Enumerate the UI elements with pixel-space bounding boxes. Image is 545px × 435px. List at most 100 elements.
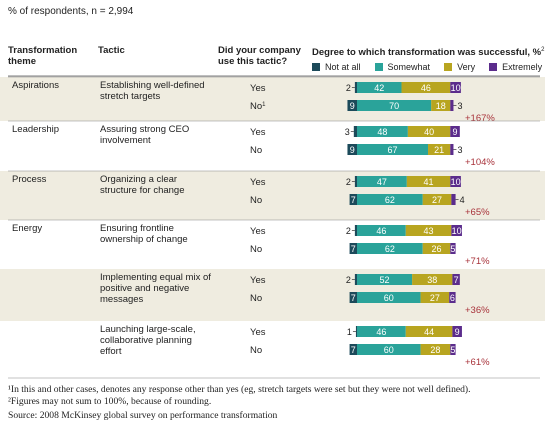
value-label-somewhat-2-1: 62 — [385, 195, 395, 205]
legend-item-somewhat: Somewhat — [374, 62, 431, 72]
bar-extremely-2-0 — [450, 176, 461, 187]
bar-very-5-1 — [420, 344, 451, 355]
value-label-somewhat-4-0: 52 — [380, 275, 390, 285]
value-label-somewhat-5-1: 60 — [384, 345, 394, 355]
answer-label-5-1: No — [250, 345, 262, 356]
bar-somewhat-0-0 — [357, 82, 402, 93]
value-label-very-1-0: 40 — [424, 127, 434, 137]
bar-not-at-all-0-0 — [354, 82, 357, 93]
legend-item-not-at-all: Not at all — [312, 62, 361, 72]
value-label-not-at-all-4-1: 7 — [351, 293, 356, 303]
value-label-somewhat-1-0: 48 — [377, 127, 387, 137]
tactic-label-4-2: messages — [100, 294, 144, 305]
bar-not-at-all-1-1 — [347, 144, 357, 155]
delta-label-0: +167% — [465, 113, 495, 124]
legend-item-very: Very — [444, 62, 475, 72]
bar-somewhat-4-0 — [357, 274, 413, 285]
value-label-extremely-3-0: 10 — [452, 226, 462, 236]
bar-not-at-all-3-0 — [354, 225, 357, 236]
value-label-extremely-1-1: 3 — [457, 145, 462, 155]
bar-not-at-all-3-1 — [349, 243, 357, 254]
answer-label-1-0: Yes — [250, 127, 266, 138]
bar-very-2-1 — [422, 194, 452, 205]
header-theme: Transformation theme — [8, 45, 78, 67]
bar-extremely-3-1 — [450, 243, 456, 254]
value-label-somewhat-3-1: 62 — [385, 244, 395, 254]
bar-very-3-1 — [422, 243, 451, 254]
tactic-label-3-1: ownership of change — [100, 234, 188, 245]
bar-extremely-3-0 — [451, 225, 462, 236]
header-degree-sup: 2 — [541, 47, 545, 53]
value-label-extremely-0-1: 3 — [457, 101, 462, 111]
value-label-not-at-all-5-0: 1 — [347, 327, 352, 337]
value-label-extremely-4-1: 6 — [450, 293, 455, 303]
legend-label-extremely: Extremely — [502, 62, 543, 72]
header-did-use: Did your company use this tactic? — [218, 45, 301, 67]
bar-somewhat-5-0 — [357, 326, 406, 337]
bar-somewhat-1-0 — [357, 126, 408, 137]
value-label-somewhat-0-1: 70 — [389, 101, 399, 111]
tactic-label-5-1: collaborative planning — [100, 335, 192, 346]
answer-label-4-1: No — [250, 293, 262, 304]
tactic-label-2-1: structure for change — [100, 185, 185, 196]
bar-extremely-1-0 — [450, 126, 460, 137]
bar-not-at-all-2-0 — [354, 176, 357, 187]
legend-swatch-very — [444, 63, 453, 71]
bar-very-3-0 — [405, 225, 452, 236]
value-label-extremely-1-0: 9 — [453, 127, 458, 137]
group-band-0 — [0, 77, 545, 121]
legend-label-somewhat: Somewhat — [387, 62, 431, 72]
bar-very-1-1 — [428, 144, 451, 155]
bar-somewhat-1-1 — [357, 144, 429, 155]
bar-somewhat-4-1 — [357, 292, 421, 303]
value-label-very-0-0: 46 — [421, 83, 431, 93]
theme-label-0: Aspirations — [12, 80, 59, 91]
answer-label-0-0: Yes — [250, 83, 266, 94]
value-label-not-at-all-0-0: 2 — [346, 83, 351, 93]
tactic-label-3-0: Ensuring frontline — [100, 223, 174, 234]
value-label-somewhat-3-0: 46 — [376, 226, 386, 236]
legend-swatch-extremely — [489, 63, 498, 71]
value-label-not-at-all-2-1: 7 — [351, 195, 356, 205]
tactic-label-1-1: involvement — [100, 135, 151, 146]
bar-not-at-all-5-0 — [355, 326, 357, 337]
bar-not-at-all-5-1 — [349, 344, 357, 355]
answer-label-2-0: Yes — [250, 177, 266, 188]
tactic-label-2-0: Organizing a clear — [100, 174, 177, 185]
header-tactic: Tactic — [98, 45, 125, 56]
value-label-not-at-all-5-1: 7 — [351, 345, 356, 355]
bar-very-0-0 — [401, 82, 451, 93]
answer-label-3-0: Yes — [250, 226, 266, 237]
tactic-label-5-0: Launching large-scale, — [100, 324, 196, 335]
value-label-somewhat-0-0: 42 — [374, 83, 384, 93]
value-label-very-5-0: 44 — [424, 327, 434, 337]
value-label-somewhat-1-1: 67 — [388, 145, 398, 155]
legend-swatch-somewhat — [374, 63, 383, 71]
bar-extremely-5-0 — [452, 326, 462, 337]
group-band-4 — [0, 269, 545, 321]
bar-not-at-all-4-0 — [354, 274, 357, 285]
bar-somewhat-3-1 — [357, 243, 423, 254]
tactic-label-5-2: effort — [100, 346, 122, 357]
value-label-not-at-all-3-0: 2 — [346, 226, 351, 236]
value-label-extremely-5-1: 5 — [450, 345, 455, 355]
legend: Not at all Somewhat Very Extremely — [312, 62, 542, 72]
bar-very-0-1 — [431, 100, 451, 111]
value-label-very-3-0: 43 — [424, 226, 434, 236]
value-label-very-0-1: 18 — [436, 101, 446, 111]
bar-very-4-0 — [412, 274, 453, 285]
value-label-extremely-0-0: 10 — [451, 83, 461, 93]
bar-somewhat-3-0 — [357, 225, 406, 236]
bar-extremely-1-1 — [450, 144, 454, 155]
value-label-very-2-1: 27 — [432, 195, 442, 205]
bar-not-at-all-1-0 — [353, 126, 357, 137]
bar-extremely-0-0 — [450, 82, 461, 93]
bar-extremely-4-0 — [452, 274, 460, 285]
answer-label-2-1: No — [250, 195, 262, 206]
tactic-label-1-0: Assuring strong CEO — [100, 124, 189, 135]
tactic-label-0-0: Establishing well-defined — [100, 80, 205, 91]
value-label-somewhat-2-0: 47 — [377, 177, 387, 187]
answer-label-4-0: Yes — [250, 275, 266, 286]
value-label-not-at-all-0-1: 9 — [350, 101, 355, 111]
